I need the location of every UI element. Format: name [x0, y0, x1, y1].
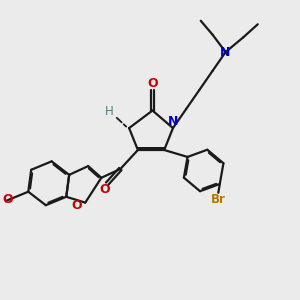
Text: O: O: [147, 77, 158, 90]
Text: O: O: [3, 193, 13, 206]
Text: H: H: [105, 106, 114, 118]
Text: N: N: [220, 46, 230, 59]
Text: N: N: [168, 115, 178, 128]
Text: O: O: [71, 199, 82, 212]
Text: O: O: [99, 183, 110, 196]
Text: Br: Br: [211, 193, 226, 206]
